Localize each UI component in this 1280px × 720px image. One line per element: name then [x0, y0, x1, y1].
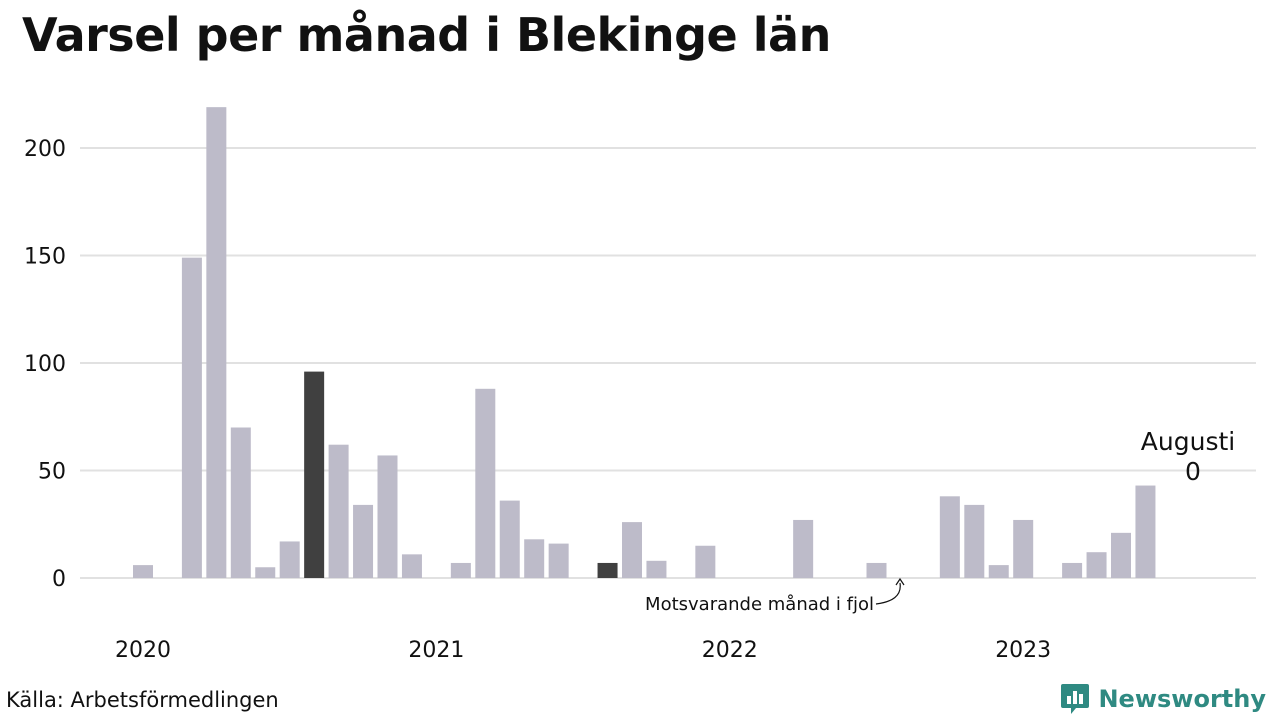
bar [622, 522, 642, 578]
source-note: Källa: Arbetsförmedlingen [6, 688, 279, 712]
bar [939, 496, 960, 578]
chart-title: Varsel per månad i Blekinge län [22, 8, 831, 62]
bar [181, 257, 202, 578]
gridlines [80, 147, 1256, 579]
bar [450, 562, 471, 578]
newsworthy-logo-icon [1061, 684, 1090, 714]
bar [328, 444, 349, 578]
y-tick-label: 100 [24, 352, 66, 377]
bar [1086, 552, 1107, 578]
bar [866, 562, 887, 578]
bar [988, 565, 1009, 578]
bar [499, 500, 520, 578]
bar [353, 504, 374, 578]
bar [230, 427, 251, 578]
bar [1135, 485, 1156, 578]
bar [646, 560, 667, 578]
x-tick-label: 2021 [408, 638, 464, 663]
y-tick-label: 200 [24, 137, 66, 162]
x-tick-label: 2020 [115, 638, 171, 663]
bar [1013, 519, 1034, 578]
bar [695, 545, 716, 578]
bar [279, 541, 300, 578]
x-tick-label: 2023 [995, 638, 1051, 663]
y-axis-ticks: 0 50 100 150 200 [24, 137, 66, 592]
bar [133, 565, 153, 578]
bar [793, 519, 814, 578]
bar [597, 562, 618, 578]
brand-name: Newsworthy [1098, 685, 1266, 713]
annotation-arrowhead [895, 577, 905, 586]
y-tick-label: 0 [52, 567, 66, 592]
bar [964, 504, 985, 578]
previous-year-annotation: Motsvarande månad i fjol [645, 594, 874, 615]
bar [524, 539, 545, 578]
newsworthy-logo: Newsworthy [1060, 682, 1266, 716]
bar [401, 554, 422, 578]
y-tick-label: 150 [24, 245, 66, 270]
x-axis-ticks: 2020 2021 2022 2023 [115, 638, 1051, 663]
bars [133, 107, 1156, 579]
bar [255, 567, 276, 578]
bar [1111, 532, 1131, 578]
x-tick-label: 2022 [702, 638, 758, 663]
annotation-arrow [875, 582, 901, 605]
bar [377, 455, 398, 578]
bar [475, 388, 496, 578]
current-month-value: 0 [1185, 457, 1201, 486]
current-month-label: Augusti [1141, 427, 1235, 456]
y-tick-label: 50 [38, 460, 66, 485]
bar [548, 543, 569, 578]
bar [304, 371, 325, 578]
bar [1062, 562, 1083, 578]
bar [206, 107, 227, 579]
